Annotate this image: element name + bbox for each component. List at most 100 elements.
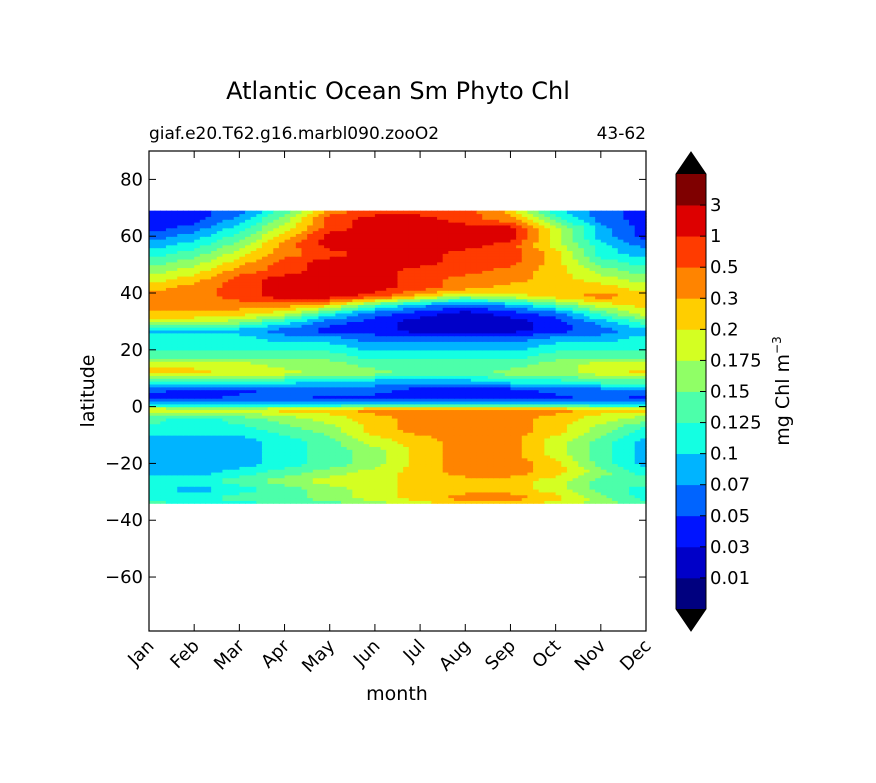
heatmap-cell: [171, 409, 178, 413]
heatmap-cell: [403, 497, 410, 501]
heatmap-cell: [408, 375, 416, 379]
heatmap-cell: [182, 415, 190, 419]
heatmap-cell: [561, 432, 568, 436]
heatmap-cell: [549, 372, 557, 376]
heatmap-cell: [629, 435, 636, 439]
heatmap-cell: [459, 361, 466, 365]
heatmap-cell: [510, 375, 517, 379]
heatmap-cell: [493, 395, 500, 399]
heatmap-cell: [606, 463, 613, 467]
heatmap-cell: [595, 364, 602, 368]
heatmap-cell: [578, 383, 585, 388]
heatmap-cell: [459, 452, 466, 456]
heatmap-cell: [233, 366, 240, 371]
heatmap-cell: [566, 417, 574, 422]
heatmap-cell: [459, 364, 466, 368]
heatmap-cell: [216, 437, 224, 442]
heatmap-cell: [595, 352, 602, 357]
heatmap-cell: [612, 488, 619, 493]
heatmap-cell: [397, 406, 404, 411]
heatmap-cell: [199, 417, 207, 422]
heatmap-cell: [425, 364, 432, 368]
heatmap-cell: [487, 477, 495, 482]
heatmap-cell: [284, 460, 291, 465]
heatmap-cell: [391, 486, 399, 490]
heatmap-cell: [324, 361, 331, 365]
heatmap-cell: [442, 477, 449, 482]
heatmap-cell: [589, 463, 596, 467]
heatmap-cell: [278, 471, 286, 476]
heatmap-cell: [335, 437, 342, 442]
heatmap-cell: [250, 426, 257, 430]
heatmap-cell: [273, 358, 280, 362]
heatmap-cell: [527, 412, 534, 416]
heatmap-cell: [431, 488, 438, 493]
heatmap-cell: [205, 491, 212, 496]
heatmap-cell: [352, 437, 359, 442]
heatmap-cell: [335, 486, 342, 490]
heatmap-cell: [160, 426, 167, 430]
heatmap-cell: [160, 500, 167, 504]
heatmap-cell: [487, 400, 495, 405]
heatmap-cell: [437, 406, 444, 411]
heatmap-cell: [504, 483, 512, 487]
heatmap-cell: [561, 420, 568, 425]
heatmap-cell: [448, 420, 455, 425]
heatmap-cell: [352, 375, 359, 379]
heatmap-cell: [369, 463, 376, 467]
heatmap-cell: [284, 375, 291, 379]
heatmap-cell: [284, 403, 291, 408]
heatmap-cell: [578, 352, 585, 357]
heatmap-cell: [561, 364, 568, 368]
heatmap-cell: [623, 474, 630, 479]
heatmap-cell: [606, 435, 613, 439]
heatmap-cell: [165, 415, 173, 419]
heatmap-cell: [188, 480, 195, 484]
heatmap-cell: [386, 412, 393, 416]
heatmap-cell: [273, 378, 280, 382]
heatmap-cell: [290, 466, 297, 470]
heatmap-cell: [222, 432, 229, 436]
heatmap-cell: [589, 480, 596, 484]
heatmap-cell: [182, 395, 190, 399]
heatmap-cell: [165, 389, 173, 394]
heatmap-cell: [425, 409, 432, 413]
heatmap-cell: [245, 352, 252, 357]
heatmap-cell: [386, 400, 393, 405]
heatmap-cell: [538, 426, 545, 430]
heatmap-cell: [414, 432, 421, 436]
heatmap-cell: [273, 491, 280, 496]
heatmap-cell: [165, 454, 173, 459]
heatmap-cell: [341, 480, 348, 484]
heatmap-cell: [261, 437, 269, 442]
heatmap-cell: [487, 454, 495, 459]
heatmap-cell: [301, 383, 308, 388]
heatmap-cell: [222, 437, 229, 442]
heatmap-cell: [397, 423, 404, 428]
heatmap-cell: [408, 435, 416, 439]
heatmap-cell: [487, 486, 495, 490]
heatmap-cell: [578, 423, 585, 428]
heatmap-cell: [431, 383, 438, 388]
heatmap-cell: [261, 409, 269, 413]
heatmap-cell: [363, 471, 370, 476]
heatmap-cell: [397, 389, 404, 394]
heatmap-cell: [448, 346, 455, 351]
heatmap-cell: [312, 500, 320, 504]
heatmap-cell: [318, 358, 325, 362]
heatmap-cell: [374, 375, 382, 379]
heatmap-cell: [284, 480, 291, 484]
heatmap-cell: [442, 423, 449, 428]
heatmap-cell: [442, 426, 449, 430]
heatmap-cell: [544, 480, 551, 484]
heatmap-cell: [256, 344, 263, 348]
heatmap-cell: [312, 477, 320, 482]
heatmap-cell: [527, 389, 534, 394]
heatmap-cell: [403, 469, 410, 473]
heatmap-cell: [403, 486, 410, 490]
heatmap-cell: [482, 341, 489, 345]
heatmap-cell: [470, 446, 478, 450]
heatmap-cell: [182, 477, 190, 482]
heatmap-cell: [391, 435, 399, 439]
heatmap-cell: [487, 494, 495, 499]
